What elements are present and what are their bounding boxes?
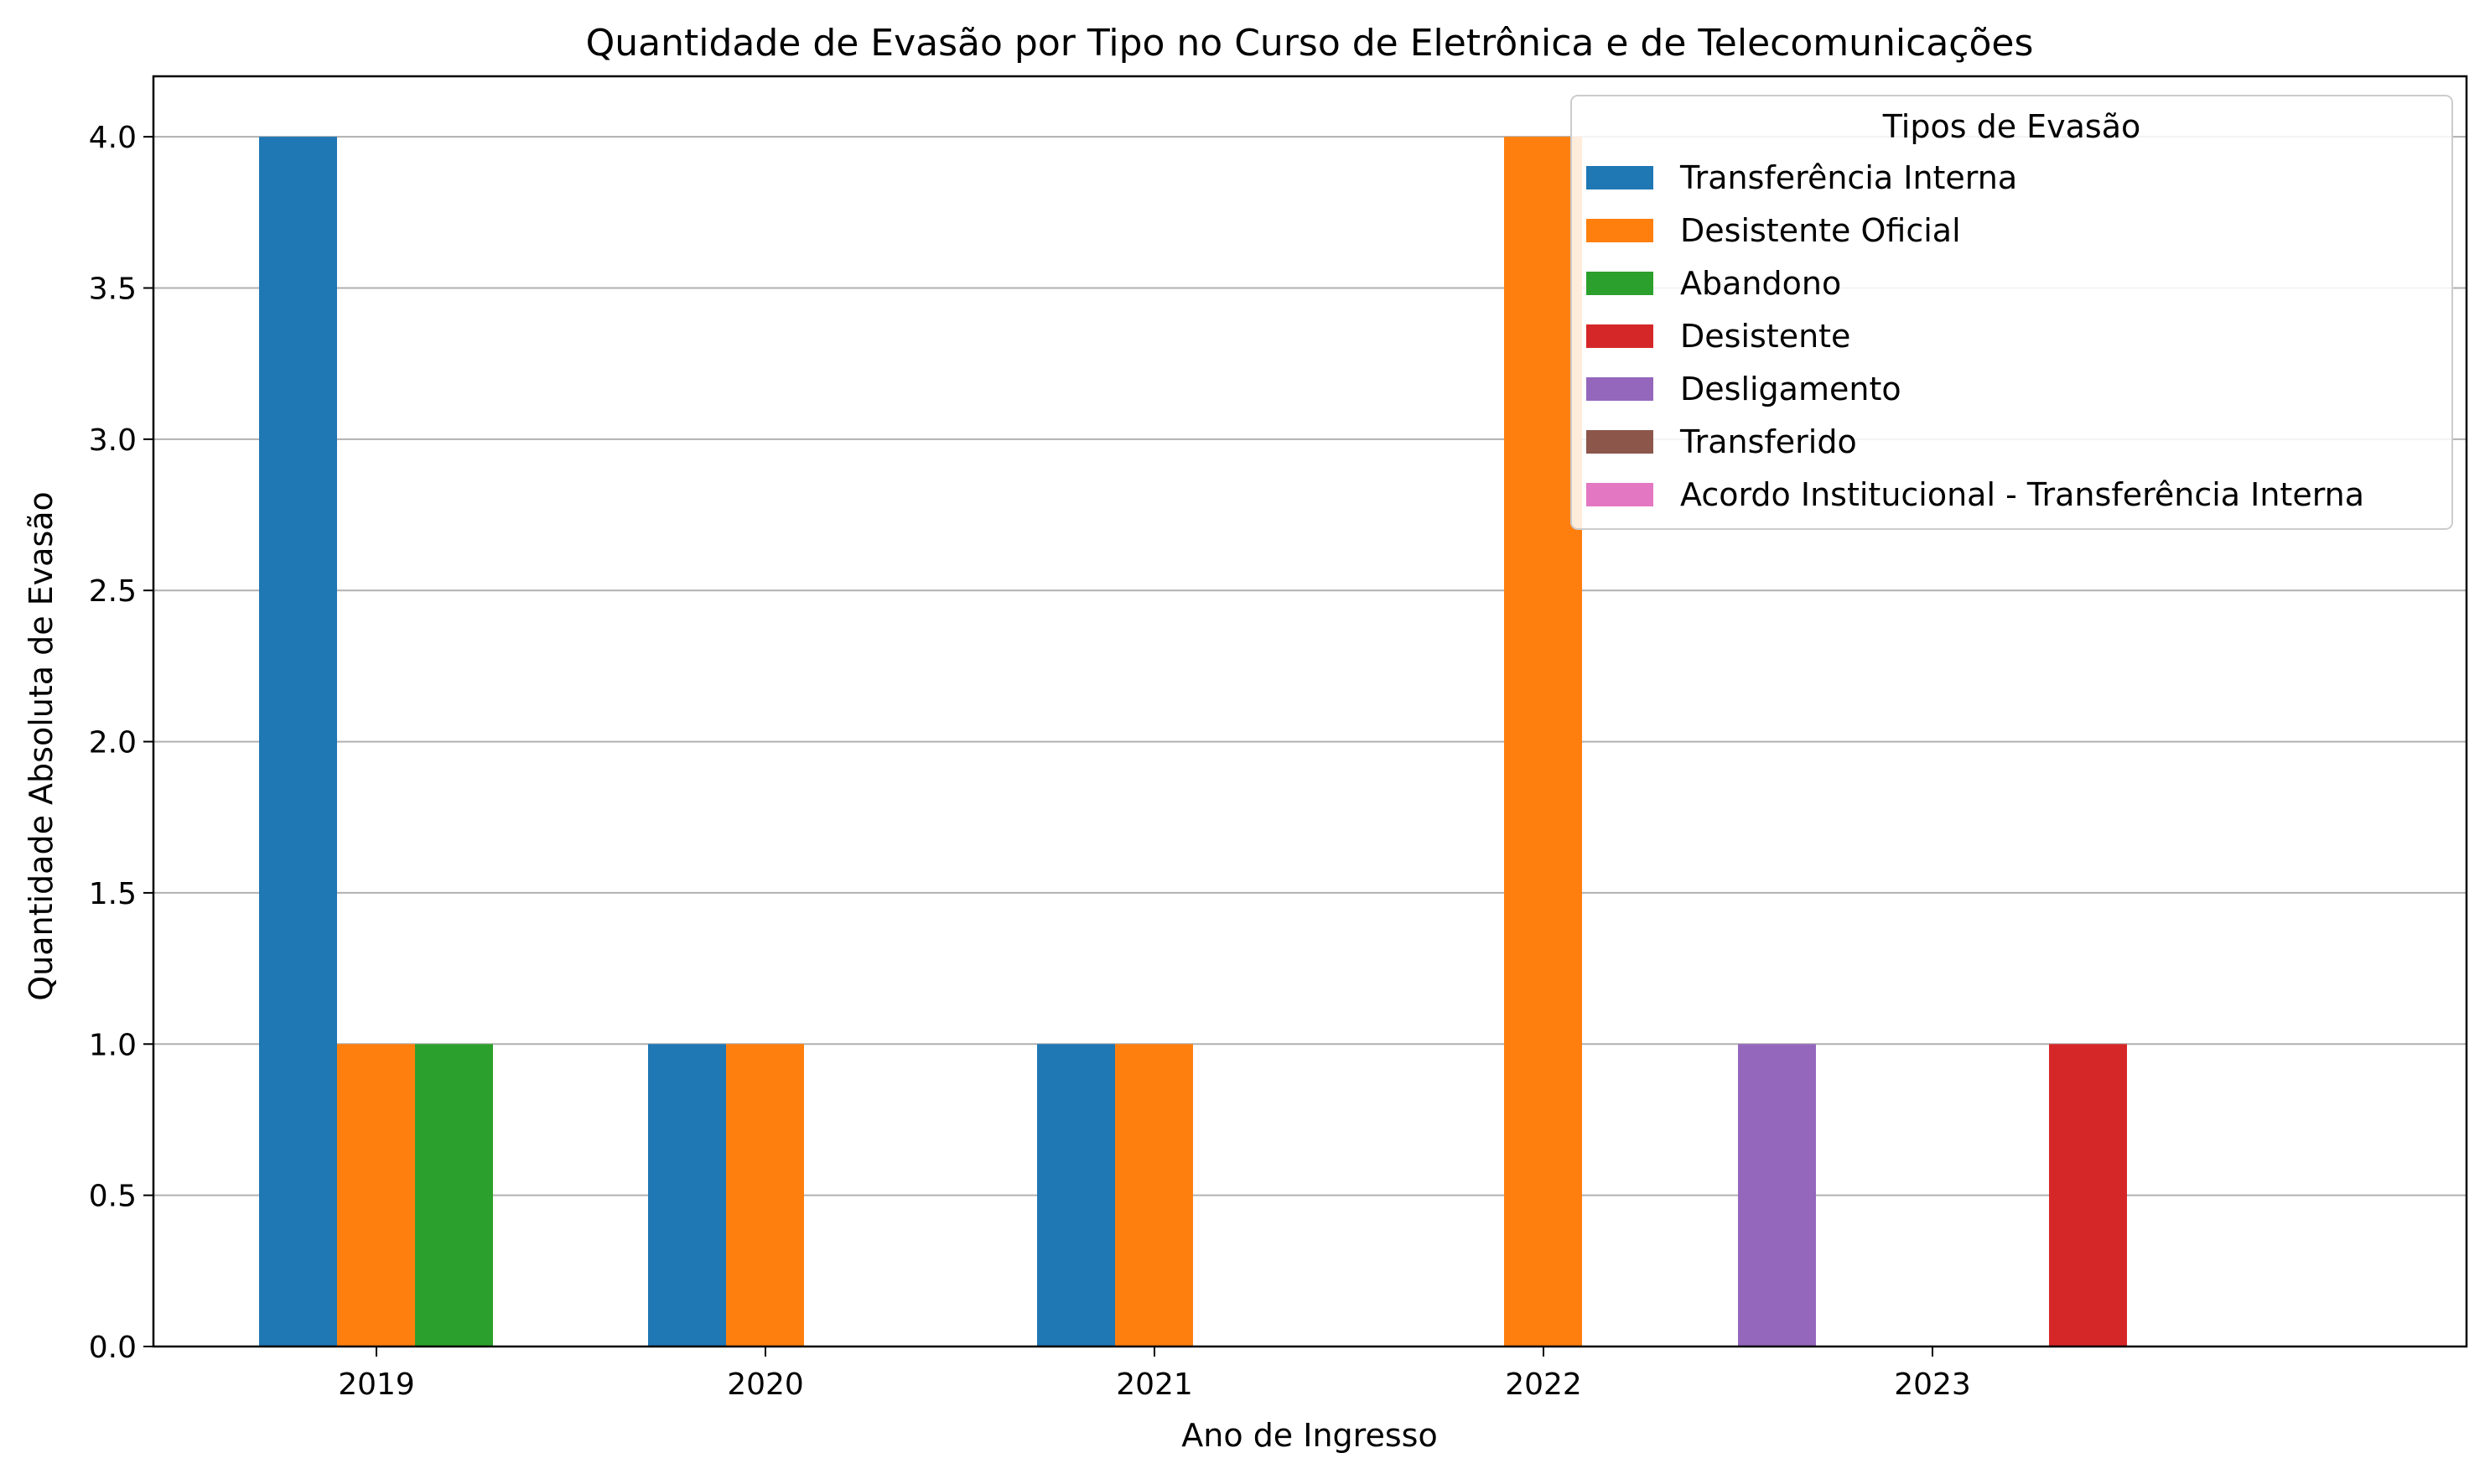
bar-transfer-ncia-interna-2019: [259, 137, 337, 1347]
axes: 0.0 0.5 1.0 1.5 2.0 2.5 3.0 3.5 4.0 2019 2020 2021 2…: [89, 75, 2468, 1402]
bar-desligamento-2022: [1738, 1044, 1816, 1346]
legend-label: Desistente: [1680, 318, 1850, 355]
y-tick-label: 3.0: [89, 423, 137, 458]
x-tick-label: 2023: [1894, 1367, 1971, 1402]
x-axis-label: Ano de Ingresso: [1181, 1417, 1437, 1454]
bar-transfer-ncia-interna-2020: [648, 1044, 726, 1346]
y-tick-label: 0.0: [89, 1331, 137, 1365]
legend-label: Desistente Oficial: [1680, 212, 1961, 249]
y-tick-label: 4.0: [89, 121, 137, 155]
legend-swatch: [1586, 430, 1653, 454]
legend-swatch: [1586, 483, 1653, 506]
legend-label: Acordo Institucional - Transferência Int…: [1680, 476, 2364, 513]
y-tick-label: 1.5: [89, 877, 137, 911]
legend-title: Tipos de Evasão: [1882, 108, 2141, 145]
plot-frame: [152, 75, 2468, 1348]
bar-desistente-oficial-2021: [1115, 1044, 1193, 1346]
legend-swatch: [1586, 324, 1653, 348]
legend-label: Desligamento: [1680, 371, 1901, 407]
bar-desistente-oficial-2020: [726, 1044, 804, 1346]
y-tick-label: 2.5: [89, 574, 137, 609]
legend-label: Abandono: [1680, 265, 1841, 302]
legend-swatch: [1586, 219, 1653, 242]
x-tick-label: 2022: [1505, 1367, 1582, 1402]
grid-lines: [153, 136, 2467, 1347]
bar-abandono-2019: [415, 1044, 493, 1346]
bar-desistente-oficial-2022: [1504, 137, 1582, 1347]
legend: Tipos de Evasão Transferência Interna Desi…: [1570, 95, 2453, 530]
y-tick-label: 2.0: [89, 726, 137, 760]
chart-title: Quantidade de Evasão por Tipo no Curso d…: [586, 22, 2034, 65]
x-tick-label: 2021: [1116, 1367, 1193, 1402]
legend-box: [1570, 95, 2453, 530]
bar-desistente-2023: [2049, 1044, 2127, 1346]
legend-swatch: [1586, 166, 1653, 189]
legend-label: Transferido: [1679, 423, 1857, 460]
x-tick-label: 2020: [727, 1367, 804, 1402]
bar-transfer-ncia-interna-2021: [1037, 1044, 1115, 1346]
x-tick-label: 2019: [338, 1367, 415, 1402]
legend-swatch: [1586, 272, 1653, 295]
bar-desistente-oficial-2019: [337, 1044, 415, 1346]
y-axis-label: Quantidade Absoluta de Evasão: [23, 491, 60, 1001]
bars: [259, 137, 2127, 1347]
legend-label: Transferência Interna: [1679, 159, 2017, 196]
y-tick-label: 3.5: [89, 272, 137, 307]
y-tick-label: 0.5: [89, 1180, 137, 1214]
legend-swatch: [1586, 377, 1653, 401]
y-tick-label: 1.0: [89, 1028, 137, 1062]
